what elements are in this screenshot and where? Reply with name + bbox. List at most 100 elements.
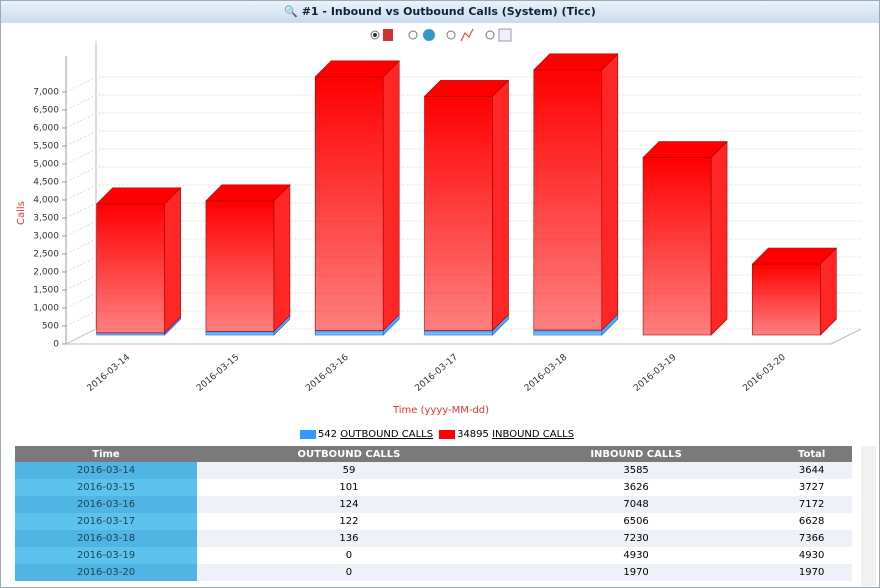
bar-segment <box>533 53 619 331</box>
bar-front <box>424 330 493 336</box>
chart-type-selector[interactable] <box>370 28 512 42</box>
grid-line <box>65 76 861 93</box>
value-cell: 6506 <box>623 516 649 527</box>
legend-total: 34895 <box>457 429 489 440</box>
header: 🔍 #1 - Inbound vs Outbound Calls (System… <box>1 1 879 23</box>
table-row: 2016-03-20 0 1970 1970 <box>15 564 852 581</box>
bar-segment <box>642 140 728 336</box>
bar-side <box>601 53 619 331</box>
bar-front <box>533 69 603 331</box>
time-cell: 2016-03-15 <box>15 479 197 496</box>
bar-side <box>273 184 291 333</box>
bar-front <box>96 203 165 334</box>
column-header: OUTBOUND CALLS <box>197 446 501 462</box>
grid-line <box>65 220 861 237</box>
y-tick-label: 500 <box>42 322 59 332</box>
bar-segment <box>95 187 182 334</box>
radio-dot <box>373 33 377 37</box>
bar-front <box>96 332 165 336</box>
grid-line <box>65 328 861 345</box>
bar-side <box>710 140 728 336</box>
column-header: Total <box>771 446 852 462</box>
legend-swatch <box>299 429 316 439</box>
scrollbar[interactable] <box>861 446 876 586</box>
radio[interactable] <box>446 30 456 40</box>
bar-front <box>314 76 384 331</box>
total-cell: 7366 <box>771 530 852 547</box>
bar-front <box>752 263 821 336</box>
table-row: 2016-03-17 122 6506 6628 <box>15 513 852 530</box>
bar-segment <box>314 60 400 332</box>
table-row: 2016-03-18 136 7230 7366 <box>15 530 852 547</box>
total-cell: 4930 <box>798 550 825 561</box>
bar-side <box>492 79 509 332</box>
y-tick-label: 7,000 <box>33 88 59 98</box>
value-cell: 4930 <box>623 550 649 561</box>
grid-line <box>65 238 861 255</box>
bar-top <box>314 60 400 78</box>
bar-front <box>424 96 493 331</box>
column-header: Time <box>15 446 197 462</box>
table-row: 2016-03-16 124 7048 7172 <box>15 496 852 513</box>
time-cell: 2016-03-16 <box>15 496 197 513</box>
time-cell: 2016-03-14 <box>15 462 197 479</box>
bar-side <box>382 60 400 332</box>
value-cell: 136 <box>197 530 501 547</box>
x-tick-label: 2016-03-15 <box>195 353 242 394</box>
x-tick-label: 2016-03-17 <box>414 353 461 394</box>
grid-line <box>65 166 861 183</box>
value-cell: 7230 <box>500 530 772 547</box>
y-tick-label: 4,000 <box>33 196 59 206</box>
y-tick-label: 2,500 <box>33 250 59 260</box>
value-cell: 101 <box>339 482 359 493</box>
pie-icon[interactable] <box>423 29 435 41</box>
legend: 542 OUTBOUND CALLS 34895 INBOUND CALLS <box>1 429 879 440</box>
bar-front <box>205 200 275 332</box>
x-tick-label: 2016-03-16 <box>304 352 351 393</box>
line-icon[interactable] <box>460 28 474 42</box>
bar-side <box>164 187 181 334</box>
x-tick-label: 2016-03-18 <box>523 352 570 393</box>
grid-line <box>65 184 861 201</box>
bar-top <box>533 53 619 71</box>
value-cell: 3585 <box>500 462 772 479</box>
time-cell: 2016-03-18 <box>15 530 197 547</box>
grid-line <box>65 256 861 273</box>
bar-segment <box>205 184 291 333</box>
bar-icon[interactable] <box>383 29 393 41</box>
bar-front <box>205 331 275 336</box>
y-tick-label: 3,000 <box>33 232 59 242</box>
legend-name[interactable]: INBOUND CALLS <box>492 429 575 440</box>
table-row: 2016-03-19 0 4930 4930 <box>15 547 852 564</box>
value-cell: 3626 <box>623 482 649 493</box>
table-row: 2016-03-15 101 3626 3727 <box>15 479 852 496</box>
zoom-icon[interactable]: 🔍 <box>284 5 302 18</box>
grid-line <box>65 292 861 309</box>
y-axis-label: Calls <box>16 201 27 225</box>
radio[interactable] <box>408 30 418 40</box>
y-tick-label: 2,000 <box>33 268 59 278</box>
total-cell: 1970 <box>771 564 852 581</box>
scatter-icon[interactable] <box>498 28 512 42</box>
table-row: 2016-03-14 59 3585 3644 <box>15 462 852 479</box>
bar-front <box>314 330 384 336</box>
y-tick-label: 1,000 <box>33 304 59 314</box>
value-cell: 7048 <box>500 496 772 513</box>
data-table: Time OUTBOUND CALLS INBOUND CALLS Total 2016… <box>15 446 852 581</box>
y-tick-label: 4,500 <box>33 178 59 188</box>
y-tick-label: 6,000 <box>33 124 59 134</box>
value-cell: 1970 <box>500 564 772 581</box>
y-tick-label: 5,500 <box>33 142 59 152</box>
bar-front <box>642 157 712 336</box>
x-tick-label: 2016-03-14 <box>86 352 133 393</box>
grid-line <box>65 202 861 219</box>
grid-line <box>65 274 861 291</box>
total-cell: 3727 <box>798 482 825 493</box>
radio[interactable] <box>485 30 495 40</box>
time-cell: 2016-03-19 <box>15 547 197 564</box>
bar-top <box>642 141 728 158</box>
y-tick-label: 3,500 <box>33 214 59 224</box>
x-tick-label: 2016-03-19 <box>632 352 679 393</box>
legend-name[interactable]: OUTBOUND CALLS <box>340 429 434 440</box>
